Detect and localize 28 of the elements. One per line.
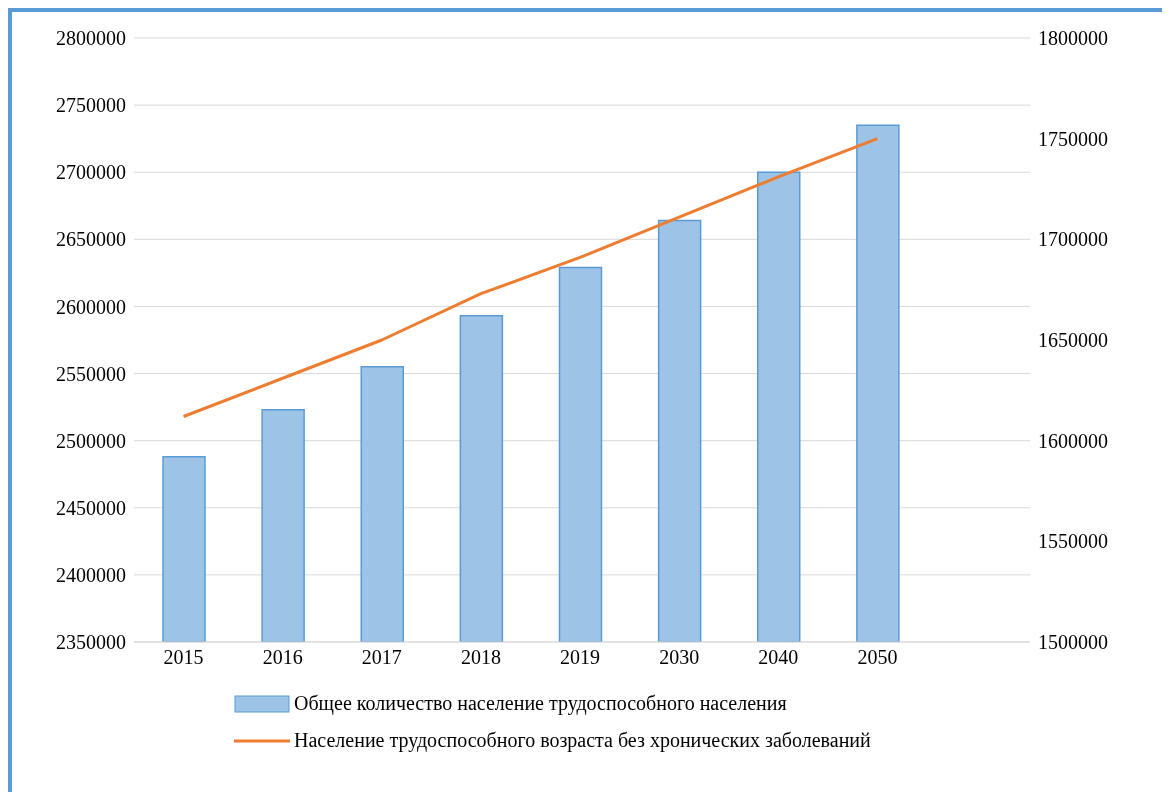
x-tick-label: 2015 [163, 646, 204, 669]
y-tick-label: 2350000 [56, 631, 126, 654]
y2-tick-label: 1800000 [1038, 27, 1108, 50]
y2-tick-label: 1750000 [1038, 127, 1108, 150]
x-tick-label: 2016 [262, 646, 303, 669]
x-tick-label: 2017 [361, 646, 402, 669]
y-tick-label: 2800000 [56, 27, 126, 50]
y2-tick-label: 1650000 [1038, 329, 1108, 352]
x-tick-label: 2018 [460, 646, 501, 669]
x-tick-label: 2019 [560, 646, 601, 669]
y-tick-label: 2750000 [56, 94, 126, 117]
y2-tick-label: 1600000 [1038, 429, 1108, 452]
y2-tick-label: 1500000 [1038, 631, 1108, 654]
y-tick-label: 2500000 [56, 429, 126, 452]
legend-label: Общее количество население трудоспособного населения [294, 692, 787, 715]
y-tick-label: 2450000 [56, 496, 126, 519]
y-tick-label: 2550000 [56, 362, 126, 385]
legend-label: Население трудоспособного возраста без хронических заболеваний [294, 729, 871, 752]
x-tick-label: 2040 [758, 646, 799, 669]
line-series [182, 137, 879, 419]
y-tick-label: 2600000 [56, 295, 126, 318]
y2-tick-label: 1550000 [1038, 530, 1108, 553]
x-tick-label: 2030 [659, 646, 700, 669]
y-tick-label: 2700000 [56, 161, 126, 184]
y-tick-label: 2650000 [56, 228, 126, 251]
y-tick-label: 2400000 [56, 563, 126, 586]
x-tick-label: 2050 [857, 646, 898, 669]
y2-tick-label: 1700000 [1038, 228, 1108, 251]
